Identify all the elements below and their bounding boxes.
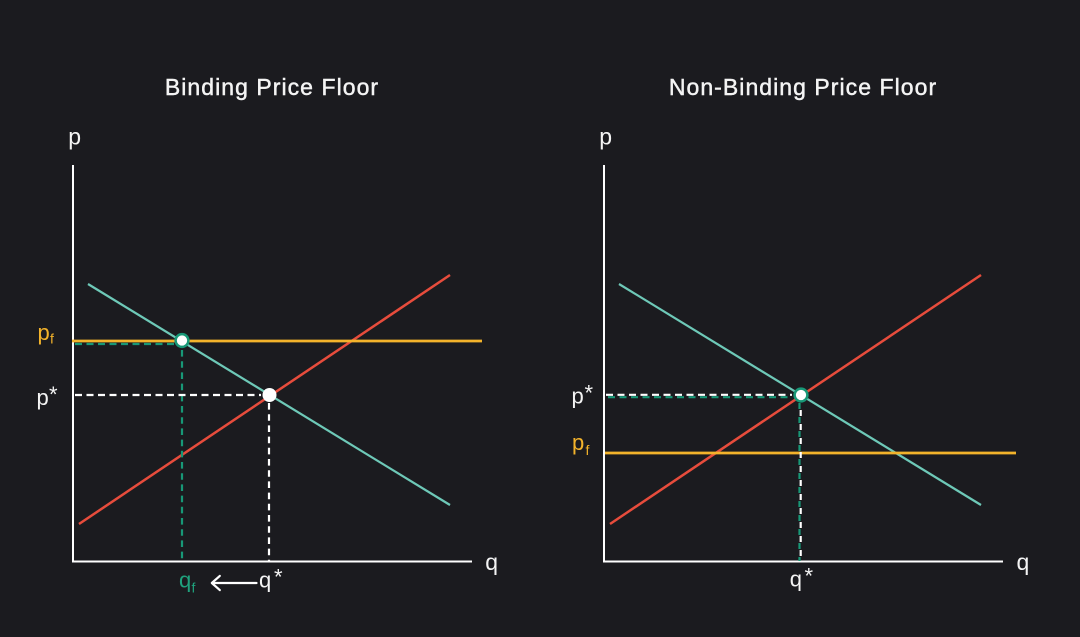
svg-text:*: * [585, 381, 594, 406]
svg-text:*: * [49, 382, 58, 407]
svg-text:f: f [192, 580, 196, 596]
svg-text:*: * [805, 564, 814, 589]
svg-text:q: q [259, 568, 271, 593]
svg-text:p: p [572, 430, 584, 455]
svg-text:p: p [37, 385, 49, 410]
svg-text:p: p [38, 320, 50, 345]
svg-text:p: p [68, 124, 81, 150]
svg-text:Binding Price Floor: Binding Price Floor [165, 74, 379, 100]
svg-text:f: f [586, 442, 590, 458]
svg-text:q: q [1017, 549, 1030, 575]
svg-text:p: p [599, 124, 612, 150]
svg-text:*: * [274, 565, 283, 590]
svg-text:p: p [572, 384, 584, 409]
svg-text:q: q [179, 568, 191, 593]
svg-text:Non-Binding Price Floor: Non-Binding Price Floor [669, 74, 937, 100]
svg-text:f: f [50, 331, 54, 347]
svg-text:q: q [485, 549, 498, 575]
svg-text:q: q [790, 567, 802, 592]
